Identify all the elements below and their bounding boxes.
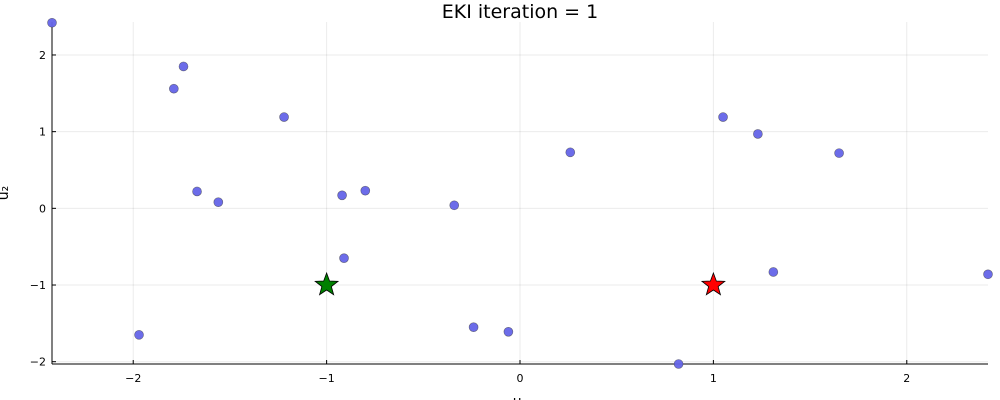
x-tick-label: 1 [710, 372, 717, 385]
x-tick-label: −2 [125, 372, 141, 385]
data-point [834, 148, 844, 158]
y-ticks: −2 −1 0 1 2 [30, 49, 56, 369]
data-point [768, 267, 779, 277]
star-marker [314, 271, 340, 296]
data-point [337, 190, 347, 201]
data-point [192, 186, 202, 197]
data-point [134, 330, 144, 340]
x-tick-label: −1 [319, 372, 335, 385]
data-point [753, 129, 763, 139]
data-point [449, 200, 460, 211]
data-point [339, 253, 349, 263]
chart-title: EKI iteration = 1 [442, 1, 598, 23]
data-point [983, 269, 993, 280]
x-tick-label: 0 [517, 372, 524, 385]
y-tick-label: −1 [30, 279, 46, 292]
data-points [47, 17, 993, 369]
y-tick-label: −2 [30, 356, 46, 369]
y-tick-label: 1 [39, 126, 46, 139]
x-ticks: −2 −1 0 1 2 [125, 360, 910, 385]
data-point [673, 359, 684, 369]
star-marker [700, 271, 726, 296]
x-axis-label: u₁ [513, 394, 528, 400]
data-point [565, 147, 576, 158]
y-tick-label: 0 [39, 202, 46, 215]
data-point [360, 185, 371, 196]
data-point [718, 112, 728, 122]
data-point [169, 83, 179, 94]
grid-lines [52, 22, 988, 364]
data-point [213, 197, 224, 208]
y-axis-label: u₂ [0, 186, 12, 201]
data-point [468, 322, 479, 332]
data-point [279, 112, 289, 122]
y-tick-label: 2 [39, 49, 46, 62]
x-tick-label: 2 [903, 372, 910, 385]
data-point [47, 17, 57, 28]
data-point [178, 61, 189, 72]
data-point [503, 326, 514, 337]
